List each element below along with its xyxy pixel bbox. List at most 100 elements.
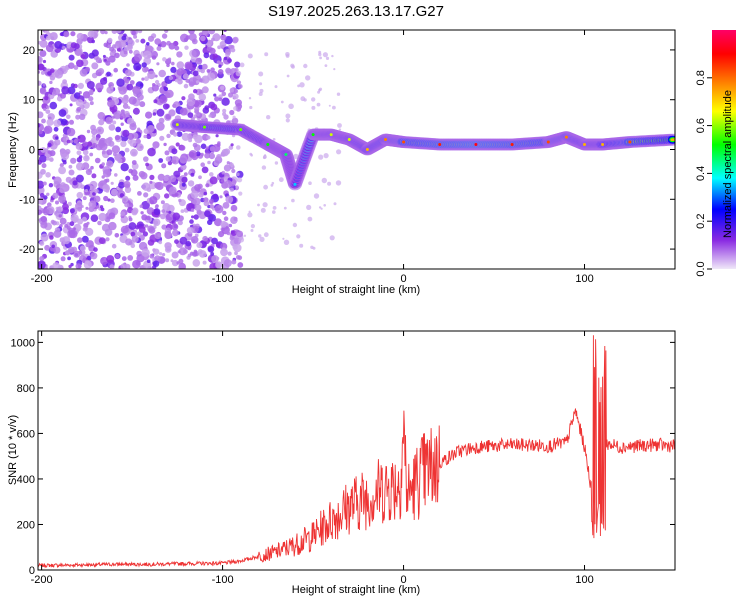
spectrogram-y-label: Frequency (Hz) xyxy=(7,112,19,188)
noise-speckle xyxy=(229,87,235,93)
noise-speckle xyxy=(156,122,165,131)
noise-speckle xyxy=(42,181,47,186)
noise-speckle xyxy=(200,143,207,150)
noise-speckle xyxy=(218,64,222,68)
noise-speckle xyxy=(158,240,163,245)
noise-speckle xyxy=(128,217,133,222)
spectrogram-x-tick-label: -200 xyxy=(31,273,53,285)
snr-y-tick-label: 200 xyxy=(17,519,35,531)
noise-speckle xyxy=(115,126,122,133)
noise-speckle xyxy=(229,235,235,241)
noise-speckle xyxy=(228,145,234,150)
noise-speckle xyxy=(250,229,254,232)
spectrogram-y-tick-label: -20 xyxy=(19,244,35,256)
noise-speckle xyxy=(192,251,198,257)
noise-speckle xyxy=(261,165,267,170)
noise-speckle xyxy=(138,226,146,233)
noise-speckle xyxy=(291,198,295,203)
noise-speckle xyxy=(90,165,94,170)
noise-speckle xyxy=(123,33,127,38)
noise-speckle xyxy=(149,196,158,205)
noise-speckle xyxy=(120,211,126,217)
noise-speckle xyxy=(171,61,175,66)
noise-speckle xyxy=(114,173,118,177)
noise-speckle xyxy=(49,80,53,85)
ridge-point xyxy=(365,148,369,151)
noise-speckle xyxy=(51,244,55,249)
noise-speckle xyxy=(126,83,134,91)
noise-speckle xyxy=(313,193,320,199)
noise-speckle xyxy=(62,160,67,165)
noise-speckle xyxy=(123,180,131,188)
noise-speckle xyxy=(54,139,61,146)
noise-speckle xyxy=(44,96,49,101)
noise-speckle xyxy=(87,30,95,38)
noise-speckle xyxy=(69,139,74,144)
noise-speckle xyxy=(141,200,150,210)
noise-speckle xyxy=(66,114,71,120)
noise-speckle xyxy=(264,52,269,57)
noise-speckle xyxy=(42,59,47,64)
noise-speckle xyxy=(333,68,336,71)
noise-speckle xyxy=(52,262,61,269)
noise-speckle xyxy=(223,216,229,221)
noise-speckle xyxy=(290,63,295,68)
noise-speckle xyxy=(171,251,179,259)
noise-speckle xyxy=(184,61,193,70)
noise-speckle xyxy=(53,176,62,185)
noise-speckle xyxy=(103,42,109,48)
noise-speckle xyxy=(133,62,142,71)
noise-speckle xyxy=(105,60,111,66)
noise-speckle xyxy=(232,93,239,100)
noise-speckle xyxy=(132,174,139,181)
noise-speckle xyxy=(147,45,154,52)
noise-speckle xyxy=(186,226,194,234)
noise-speckle xyxy=(225,67,232,74)
noise-speckle xyxy=(159,95,168,104)
noise-speckle xyxy=(40,215,47,223)
noise-speckle xyxy=(146,259,151,264)
colorbar: 0.0 0.2 0.4 0.6 0.8 Normalized spectral ampl… xyxy=(695,30,736,277)
noise-speckle xyxy=(143,156,149,162)
noise-speckle xyxy=(149,253,155,259)
ridge-point xyxy=(438,143,442,146)
noise-speckle xyxy=(171,223,179,231)
ridge-point xyxy=(175,123,179,127)
noise-speckle xyxy=(103,195,109,202)
noise-speckle xyxy=(67,86,76,95)
noise-speckle xyxy=(140,211,144,215)
noise-speckle xyxy=(84,155,89,160)
noise-speckle xyxy=(271,181,275,185)
noise-speckle xyxy=(202,260,207,265)
noise-speckle xyxy=(130,243,136,249)
noise-speckle xyxy=(305,75,311,81)
noise-speckle xyxy=(183,172,188,177)
noise-speckle xyxy=(283,206,287,210)
noise-speckle xyxy=(331,54,334,58)
noise-speckle xyxy=(40,221,48,229)
noise-speckle xyxy=(38,209,43,215)
noise-speckle xyxy=(153,99,158,104)
noise-speckle xyxy=(146,216,151,221)
noise-speckle xyxy=(142,66,149,73)
noise-speckle xyxy=(162,103,170,110)
noise-speckle xyxy=(210,103,218,111)
noise-speckle xyxy=(74,48,82,57)
noise-speckle xyxy=(132,107,140,115)
noise-speckle xyxy=(154,205,159,209)
noise-speckle xyxy=(307,216,313,222)
noise-speckle xyxy=(236,172,240,177)
noise-speckle xyxy=(191,49,200,58)
noise-speckle xyxy=(210,191,214,195)
snr-x-tick-label: -100 xyxy=(212,574,234,586)
noise-speckle xyxy=(97,112,106,120)
noise-speckle xyxy=(236,80,242,85)
noise-speckle xyxy=(78,155,83,159)
noise-speckle xyxy=(209,204,215,209)
noise-speckle xyxy=(124,202,130,208)
noise-speckle xyxy=(222,108,227,113)
noise-speckle xyxy=(327,181,332,186)
noise-speckle xyxy=(263,232,269,238)
noise-speckle xyxy=(82,196,87,201)
